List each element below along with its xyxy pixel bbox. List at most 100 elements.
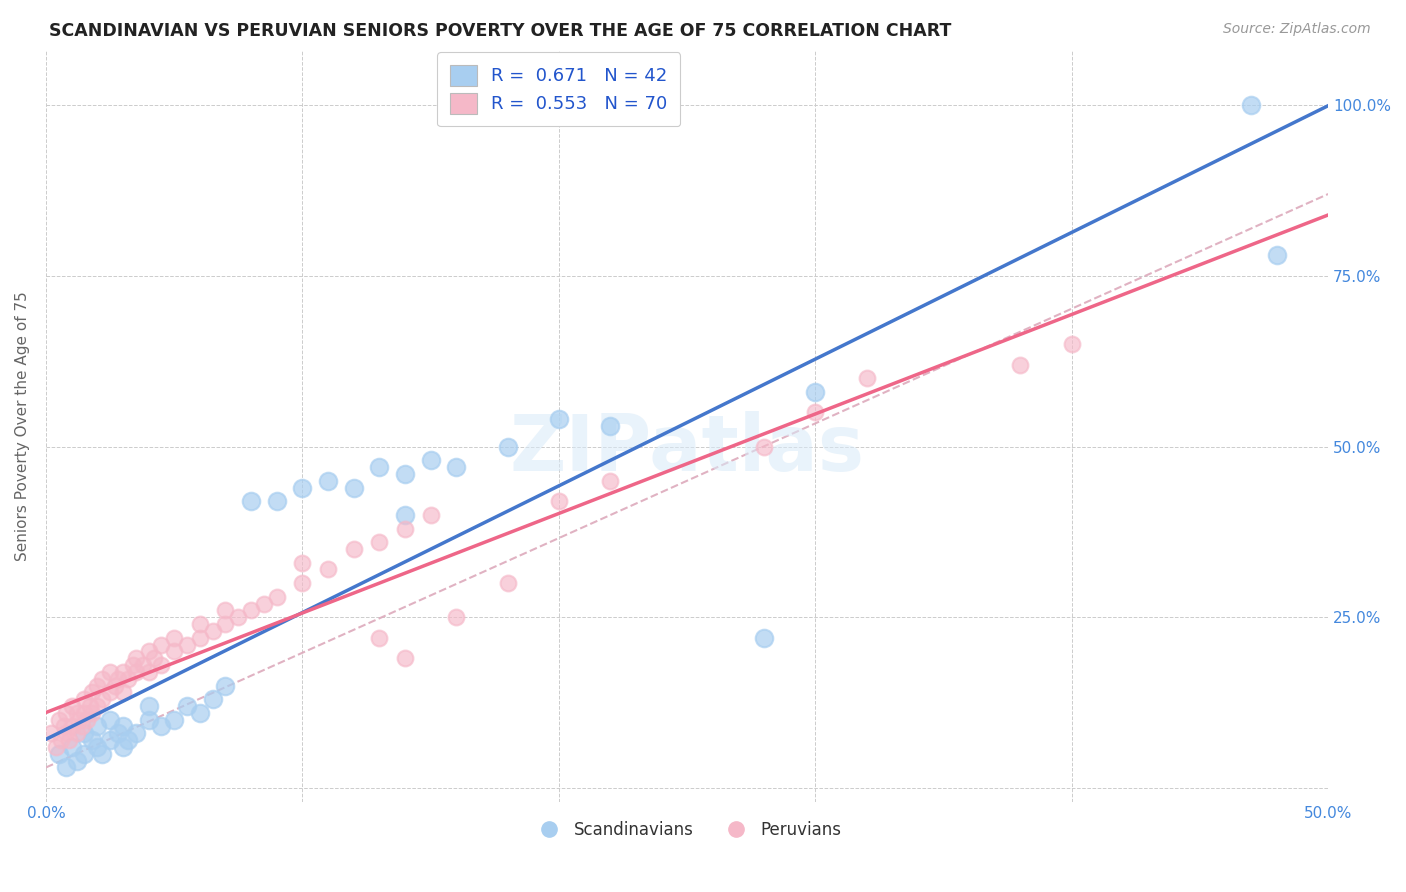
Point xyxy=(111,739,134,754)
Point xyxy=(138,713,160,727)
Point xyxy=(394,651,416,665)
Legend: Scandinavians, Peruvians: Scandinavians, Peruvians xyxy=(526,814,848,846)
Point xyxy=(150,638,173,652)
Point xyxy=(73,692,96,706)
Point xyxy=(343,541,366,556)
Point xyxy=(142,651,165,665)
Point xyxy=(368,535,391,549)
Point xyxy=(804,384,827,399)
Point xyxy=(73,747,96,761)
Point xyxy=(138,644,160,658)
Point xyxy=(91,747,114,761)
Point xyxy=(188,617,211,632)
Point xyxy=(86,719,108,733)
Point xyxy=(240,494,263,508)
Text: SCANDINAVIAN VS PERUVIAN SENIORS POVERTY OVER THE AGE OF 75 CORRELATION CHART: SCANDINAVIAN VS PERUVIAN SENIORS POVERTY… xyxy=(49,22,952,40)
Point xyxy=(73,726,96,740)
Point xyxy=(122,658,145,673)
Point xyxy=(111,719,134,733)
Point xyxy=(117,733,139,747)
Point xyxy=(55,706,77,720)
Point xyxy=(98,685,121,699)
Point xyxy=(291,556,314,570)
Point xyxy=(45,739,67,754)
Point xyxy=(343,481,366,495)
Point xyxy=(419,508,441,522)
Point xyxy=(66,706,89,720)
Point xyxy=(117,672,139,686)
Point xyxy=(60,698,83,713)
Point xyxy=(253,597,276,611)
Point xyxy=(98,665,121,679)
Point xyxy=(82,685,104,699)
Point xyxy=(176,638,198,652)
Point xyxy=(111,665,134,679)
Y-axis label: Seniors Poverty Over the Age of 75: Seniors Poverty Over the Age of 75 xyxy=(15,292,30,561)
Point xyxy=(1240,98,1263,112)
Point xyxy=(58,733,80,747)
Point xyxy=(86,739,108,754)
Point xyxy=(86,698,108,713)
Point xyxy=(107,672,129,686)
Point xyxy=(150,719,173,733)
Point xyxy=(201,624,224,638)
Point xyxy=(214,603,236,617)
Point xyxy=(125,651,148,665)
Point xyxy=(104,679,127,693)
Point xyxy=(82,733,104,747)
Point xyxy=(214,679,236,693)
Point xyxy=(150,658,173,673)
Point xyxy=(752,631,775,645)
Point xyxy=(446,460,468,475)
Point xyxy=(599,474,621,488)
Point xyxy=(60,739,83,754)
Point xyxy=(98,733,121,747)
Point xyxy=(91,672,114,686)
Point xyxy=(176,698,198,713)
Point xyxy=(496,440,519,454)
Point xyxy=(86,679,108,693)
Point xyxy=(394,522,416,536)
Point xyxy=(125,726,148,740)
Point xyxy=(201,692,224,706)
Point xyxy=(547,494,569,508)
Point xyxy=(368,631,391,645)
Point xyxy=(70,719,93,733)
Point xyxy=(163,713,186,727)
Point xyxy=(55,760,77,774)
Point xyxy=(316,474,339,488)
Point xyxy=(82,706,104,720)
Point xyxy=(1010,358,1032,372)
Point xyxy=(98,713,121,727)
Point xyxy=(138,665,160,679)
Point xyxy=(752,440,775,454)
Point xyxy=(79,698,101,713)
Point xyxy=(39,726,62,740)
Point xyxy=(91,692,114,706)
Point xyxy=(266,590,288,604)
Text: ZIPatlas: ZIPatlas xyxy=(509,410,865,487)
Point xyxy=(394,508,416,522)
Point xyxy=(188,631,211,645)
Point xyxy=(368,460,391,475)
Point xyxy=(76,713,98,727)
Point xyxy=(60,719,83,733)
Point xyxy=(125,665,148,679)
Point xyxy=(138,698,160,713)
Point xyxy=(188,706,211,720)
Point xyxy=(496,576,519,591)
Point xyxy=(855,371,877,385)
Point xyxy=(66,754,89,768)
Point xyxy=(107,726,129,740)
Point xyxy=(291,481,314,495)
Point xyxy=(73,706,96,720)
Point xyxy=(394,467,416,481)
Point xyxy=(67,713,90,727)
Point xyxy=(51,733,73,747)
Point xyxy=(214,617,236,632)
Point xyxy=(1265,248,1288,262)
Point xyxy=(226,610,249,624)
Point xyxy=(316,562,339,576)
Point xyxy=(291,576,314,591)
Point xyxy=(111,685,134,699)
